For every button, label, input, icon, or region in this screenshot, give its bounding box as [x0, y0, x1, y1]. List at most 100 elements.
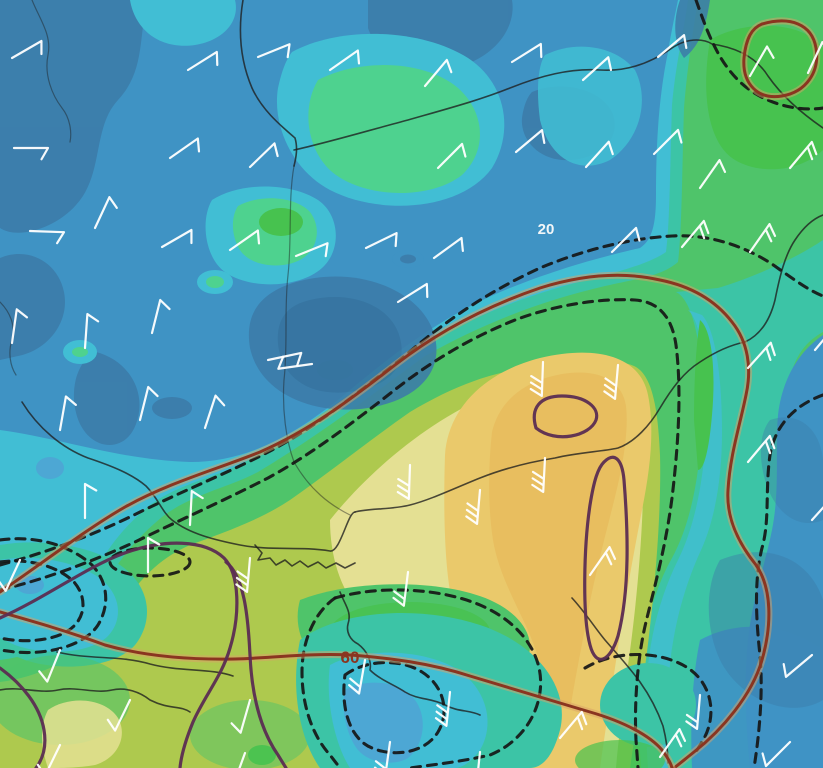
border-line [254, 544, 356, 569]
border-line [239, 0, 298, 167]
contour-label-60: 60 [341, 648, 360, 667]
contour-red [742, 19, 819, 99]
wind-barb-icon [93, 196, 118, 230]
wind-barb-icon [761, 740, 792, 768]
wind-barb-icon [685, 693, 702, 730]
wind-barb-icon [698, 159, 727, 190]
wind-barb-icon [203, 394, 226, 430]
region-dark-blue-patch [0, 253, 65, 360]
border-line [31, 0, 72, 143]
contour-dashed [108, 546, 192, 578]
wind-barb-icon [235, 556, 252, 593]
wind-barb-icon [12, 146, 50, 161]
region-dark-blue-core [277, 297, 402, 393]
wind-barb-icon [328, 49, 361, 72]
wind-barb-icon [810, 506, 823, 522]
wind-barb-icon [83, 312, 100, 350]
red-contours [0, 17, 821, 768]
wind-barb-icon [656, 34, 688, 59]
wind-barb-icon [658, 728, 687, 759]
contour-dashed [0, 537, 108, 655]
contour-dashed [583, 653, 713, 757]
border-line [293, 39, 823, 151]
wind-barb-icon [396, 463, 412, 501]
wind-barb-icon [748, 223, 777, 254]
wind-barb-icon [230, 698, 252, 734]
contour-dashed [694, 0, 823, 111]
purple-contours [0, 394, 629, 768]
wind-barb-icon [248, 142, 279, 169]
border-line [354, 341, 746, 513]
wind-barb-icon [806, 41, 823, 75]
contour-red [0, 610, 674, 768]
border-line [744, 214, 823, 343]
wind-barb-icon [434, 690, 452, 727]
wind-barb-icon [160, 228, 193, 249]
contour-purple [532, 394, 599, 439]
contour-dashed [300, 596, 342, 768]
wind-barb-icon [680, 219, 710, 249]
wind-barb-icon [83, 482, 98, 520]
wind-barb-icon [465, 488, 482, 525]
wind-barb-icon [581, 56, 613, 82]
wind-barb-icon [423, 58, 453, 88]
region-green-spot [206, 276, 224, 288]
wind-barb-icon [610, 226, 641, 254]
wind-barb-icon [432, 236, 464, 260]
contour-purple [0, 541, 239, 768]
region-blue-spot [36, 457, 64, 479]
wind-barb-icon [531, 456, 547, 494]
wind-barb-icon [106, 698, 132, 732]
region-dark-blue-mottle [760, 417, 823, 524]
contour-purple [583, 455, 629, 661]
region-green-spot [72, 347, 88, 357]
region-dark-blue-patch [152, 397, 192, 419]
wind-barb-icon [36, 743, 62, 768]
wind-barb-icon [150, 298, 171, 335]
wind-barb-icon [266, 351, 303, 367]
wind-barb-icon [138, 385, 159, 422]
wind-barb-icon [294, 242, 329, 258]
wind-barb-icon [238, 751, 247, 768]
wind-barb-icon [746, 341, 776, 370]
contour-dashed [752, 393, 823, 768]
contour-red [0, 273, 771, 768]
wind-barbs-layer [0, 34, 823, 768]
contour-dashed [333, 588, 543, 768]
region-gold-core [489, 372, 627, 705]
wind-barb-icon [168, 137, 201, 160]
region-green-blob [575, 740, 665, 768]
wind-barb-icon [652, 128, 683, 156]
region-cyan-right [646, 310, 722, 768]
wind-barb-icon [10, 39, 43, 60]
wind-barb-icon [10, 308, 29, 345]
wind-barb-icon [277, 355, 314, 370]
region-blue-bottom-right [691, 626, 823, 768]
wind-barb-icon [436, 142, 467, 170]
wind-barb-icon [188, 489, 204, 527]
wind-barb-icon [782, 653, 814, 678]
region-green-blob [190, 700, 310, 768]
border-line [56, 651, 234, 677]
wind-barb-icon [748, 45, 775, 78]
border-line [339, 591, 481, 716]
region-dark-blue-patch [73, 352, 140, 445]
wind-barb-icon [788, 140, 818, 170]
wind-barb-icon [0, 558, 22, 592]
region-mint-island [308, 65, 480, 194]
wind-barb-icon [256, 43, 291, 59]
wind-barb-icon [529, 360, 545, 398]
wind-barb-icon [603, 363, 620, 400]
wind-barb-icon [228, 229, 261, 252]
contour-label-20: 20 [538, 221, 555, 238]
border-line [21, 401, 356, 552]
wind-barb-icon [396, 282, 429, 304]
region-cyan-island [537, 46, 642, 166]
wind-barb-icon [28, 229, 66, 245]
wind-barb-icon [558, 710, 588, 740]
